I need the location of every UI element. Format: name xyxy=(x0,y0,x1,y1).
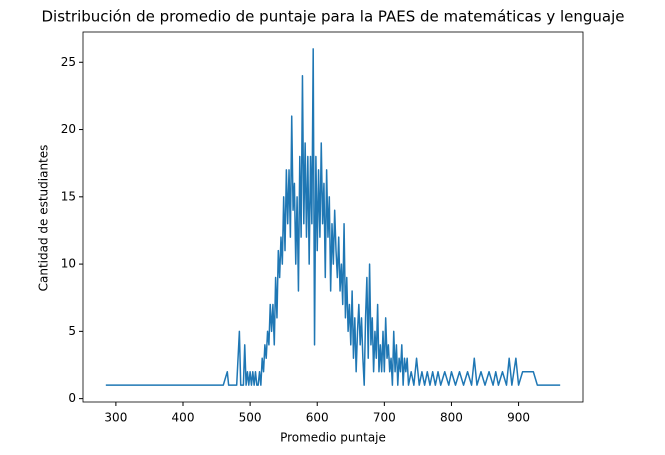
x-axis-label: Promedio puntaje xyxy=(280,431,386,445)
y-tick-label: 0 xyxy=(68,391,76,405)
x-tick-label: 500 xyxy=(239,411,262,425)
y-tick-label: 25 xyxy=(61,55,76,69)
x-tick-label: 300 xyxy=(104,411,127,425)
y-tick-label: 10 xyxy=(61,257,76,271)
plot-frame xyxy=(82,31,584,403)
data-line xyxy=(105,48,561,386)
y-axis-label: Cantidad de estudiantes xyxy=(37,145,51,292)
y-tick-label: 15 xyxy=(61,189,76,203)
x-tick-label: 900 xyxy=(507,411,530,425)
x-tick-label: 700 xyxy=(373,411,396,425)
x-tick-label: 800 xyxy=(440,411,463,425)
y-tick-label: 5 xyxy=(68,324,76,338)
chart-title: Distribución de promedio de puntaje para… xyxy=(41,8,624,26)
x-tick-label: 400 xyxy=(172,411,195,425)
y-tick-label: 20 xyxy=(61,122,76,136)
x-tick-label: 600 xyxy=(306,411,329,425)
